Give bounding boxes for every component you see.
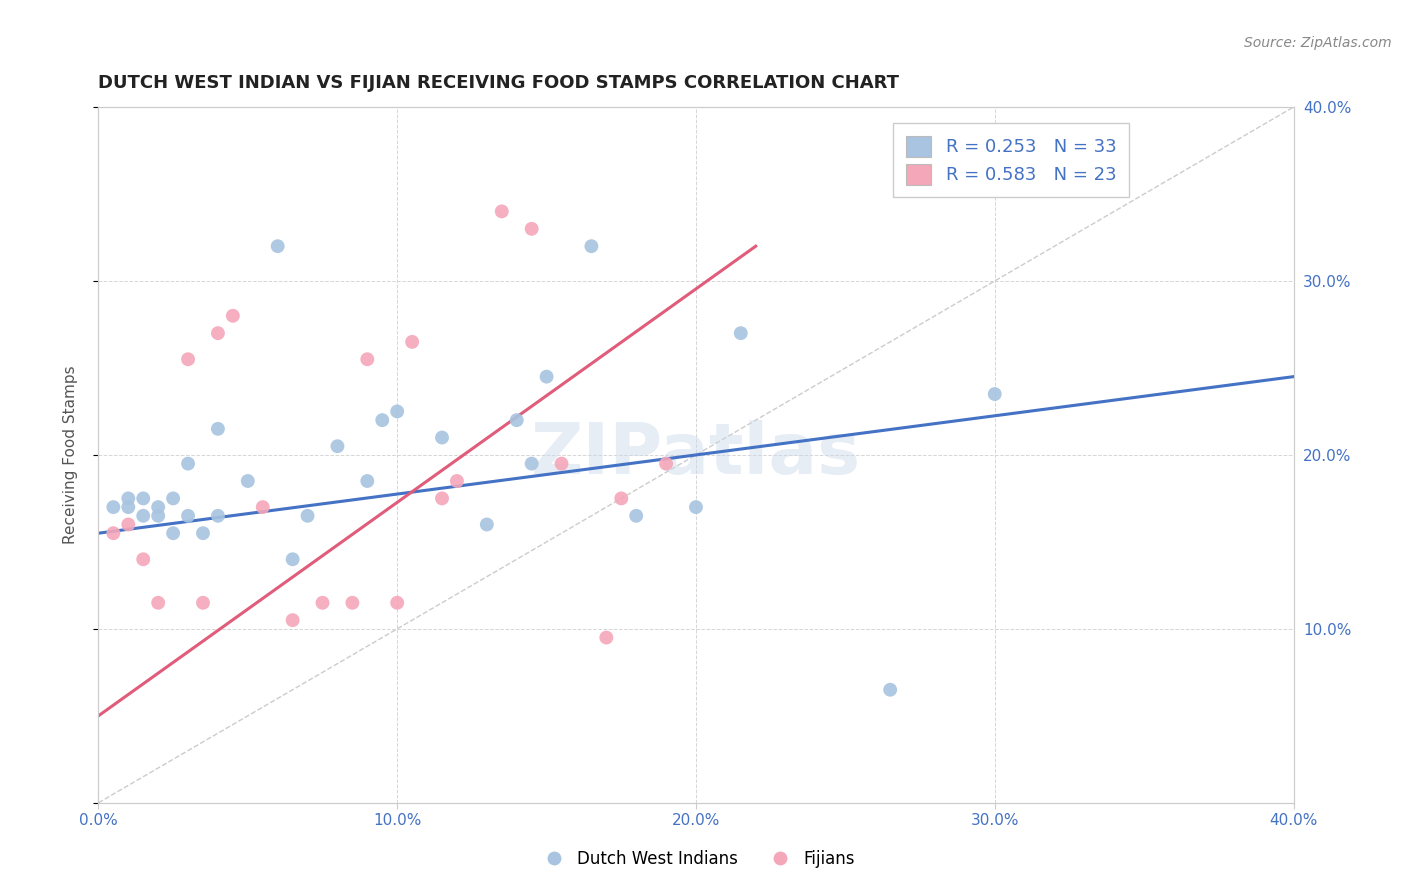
Point [222, 309, 245, 323]
Point [326, 439, 349, 453]
Point [385, 596, 409, 610]
Point [655, 457, 678, 471]
Point [430, 491, 453, 506]
Point [132, 508, 155, 523]
Point [162, 491, 184, 506]
Point [491, 204, 513, 219]
Point [430, 431, 453, 445]
Point [191, 596, 214, 610]
Point [685, 500, 707, 514]
Point [342, 596, 364, 610]
Point [148, 500, 170, 514]
Point [103, 500, 125, 514]
Point [297, 508, 319, 523]
Point [550, 457, 572, 471]
Point [401, 334, 423, 349]
Point [132, 552, 155, 566]
Point [281, 613, 304, 627]
Point [207, 422, 229, 436]
Point [117, 517, 139, 532]
Point [595, 631, 617, 645]
Point [536, 369, 558, 384]
Point [281, 552, 304, 566]
Text: Source: ZipAtlas.com: Source: ZipAtlas.com [1244, 36, 1392, 50]
Point [132, 491, 155, 506]
Point [252, 500, 274, 514]
Point [475, 517, 498, 532]
Point [117, 491, 139, 506]
Text: ZIPatlas: ZIPatlas [531, 420, 860, 490]
Point [177, 352, 200, 367]
Point [879, 682, 901, 697]
Point [148, 596, 170, 610]
Point [581, 239, 603, 253]
Point [984, 387, 1007, 401]
Legend: Dutch West Indians, Fijians: Dutch West Indians, Fijians [530, 843, 862, 874]
Point [162, 526, 184, 541]
Point [177, 508, 200, 523]
Point [626, 508, 648, 523]
Point [385, 404, 409, 418]
Point [371, 413, 394, 427]
Text: DUTCH WEST INDIAN VS FIJIAN RECEIVING FOOD STAMPS CORRELATION CHART: DUTCH WEST INDIAN VS FIJIAN RECEIVING FO… [98, 74, 900, 92]
Point [356, 474, 378, 488]
Point [117, 500, 139, 514]
Point [356, 352, 378, 367]
Y-axis label: Receiving Food Stamps: Receiving Food Stamps [63, 366, 77, 544]
Point [236, 474, 259, 488]
Point [207, 508, 229, 523]
Point [610, 491, 633, 506]
Point [520, 221, 543, 235]
Point [520, 457, 543, 471]
Point [446, 474, 468, 488]
Point [207, 326, 229, 340]
Point [148, 508, 170, 523]
Point [506, 413, 529, 427]
Point [311, 596, 333, 610]
Point [730, 326, 752, 340]
Point [267, 239, 290, 253]
Point [177, 457, 200, 471]
Point [103, 526, 125, 541]
Point [191, 526, 214, 541]
